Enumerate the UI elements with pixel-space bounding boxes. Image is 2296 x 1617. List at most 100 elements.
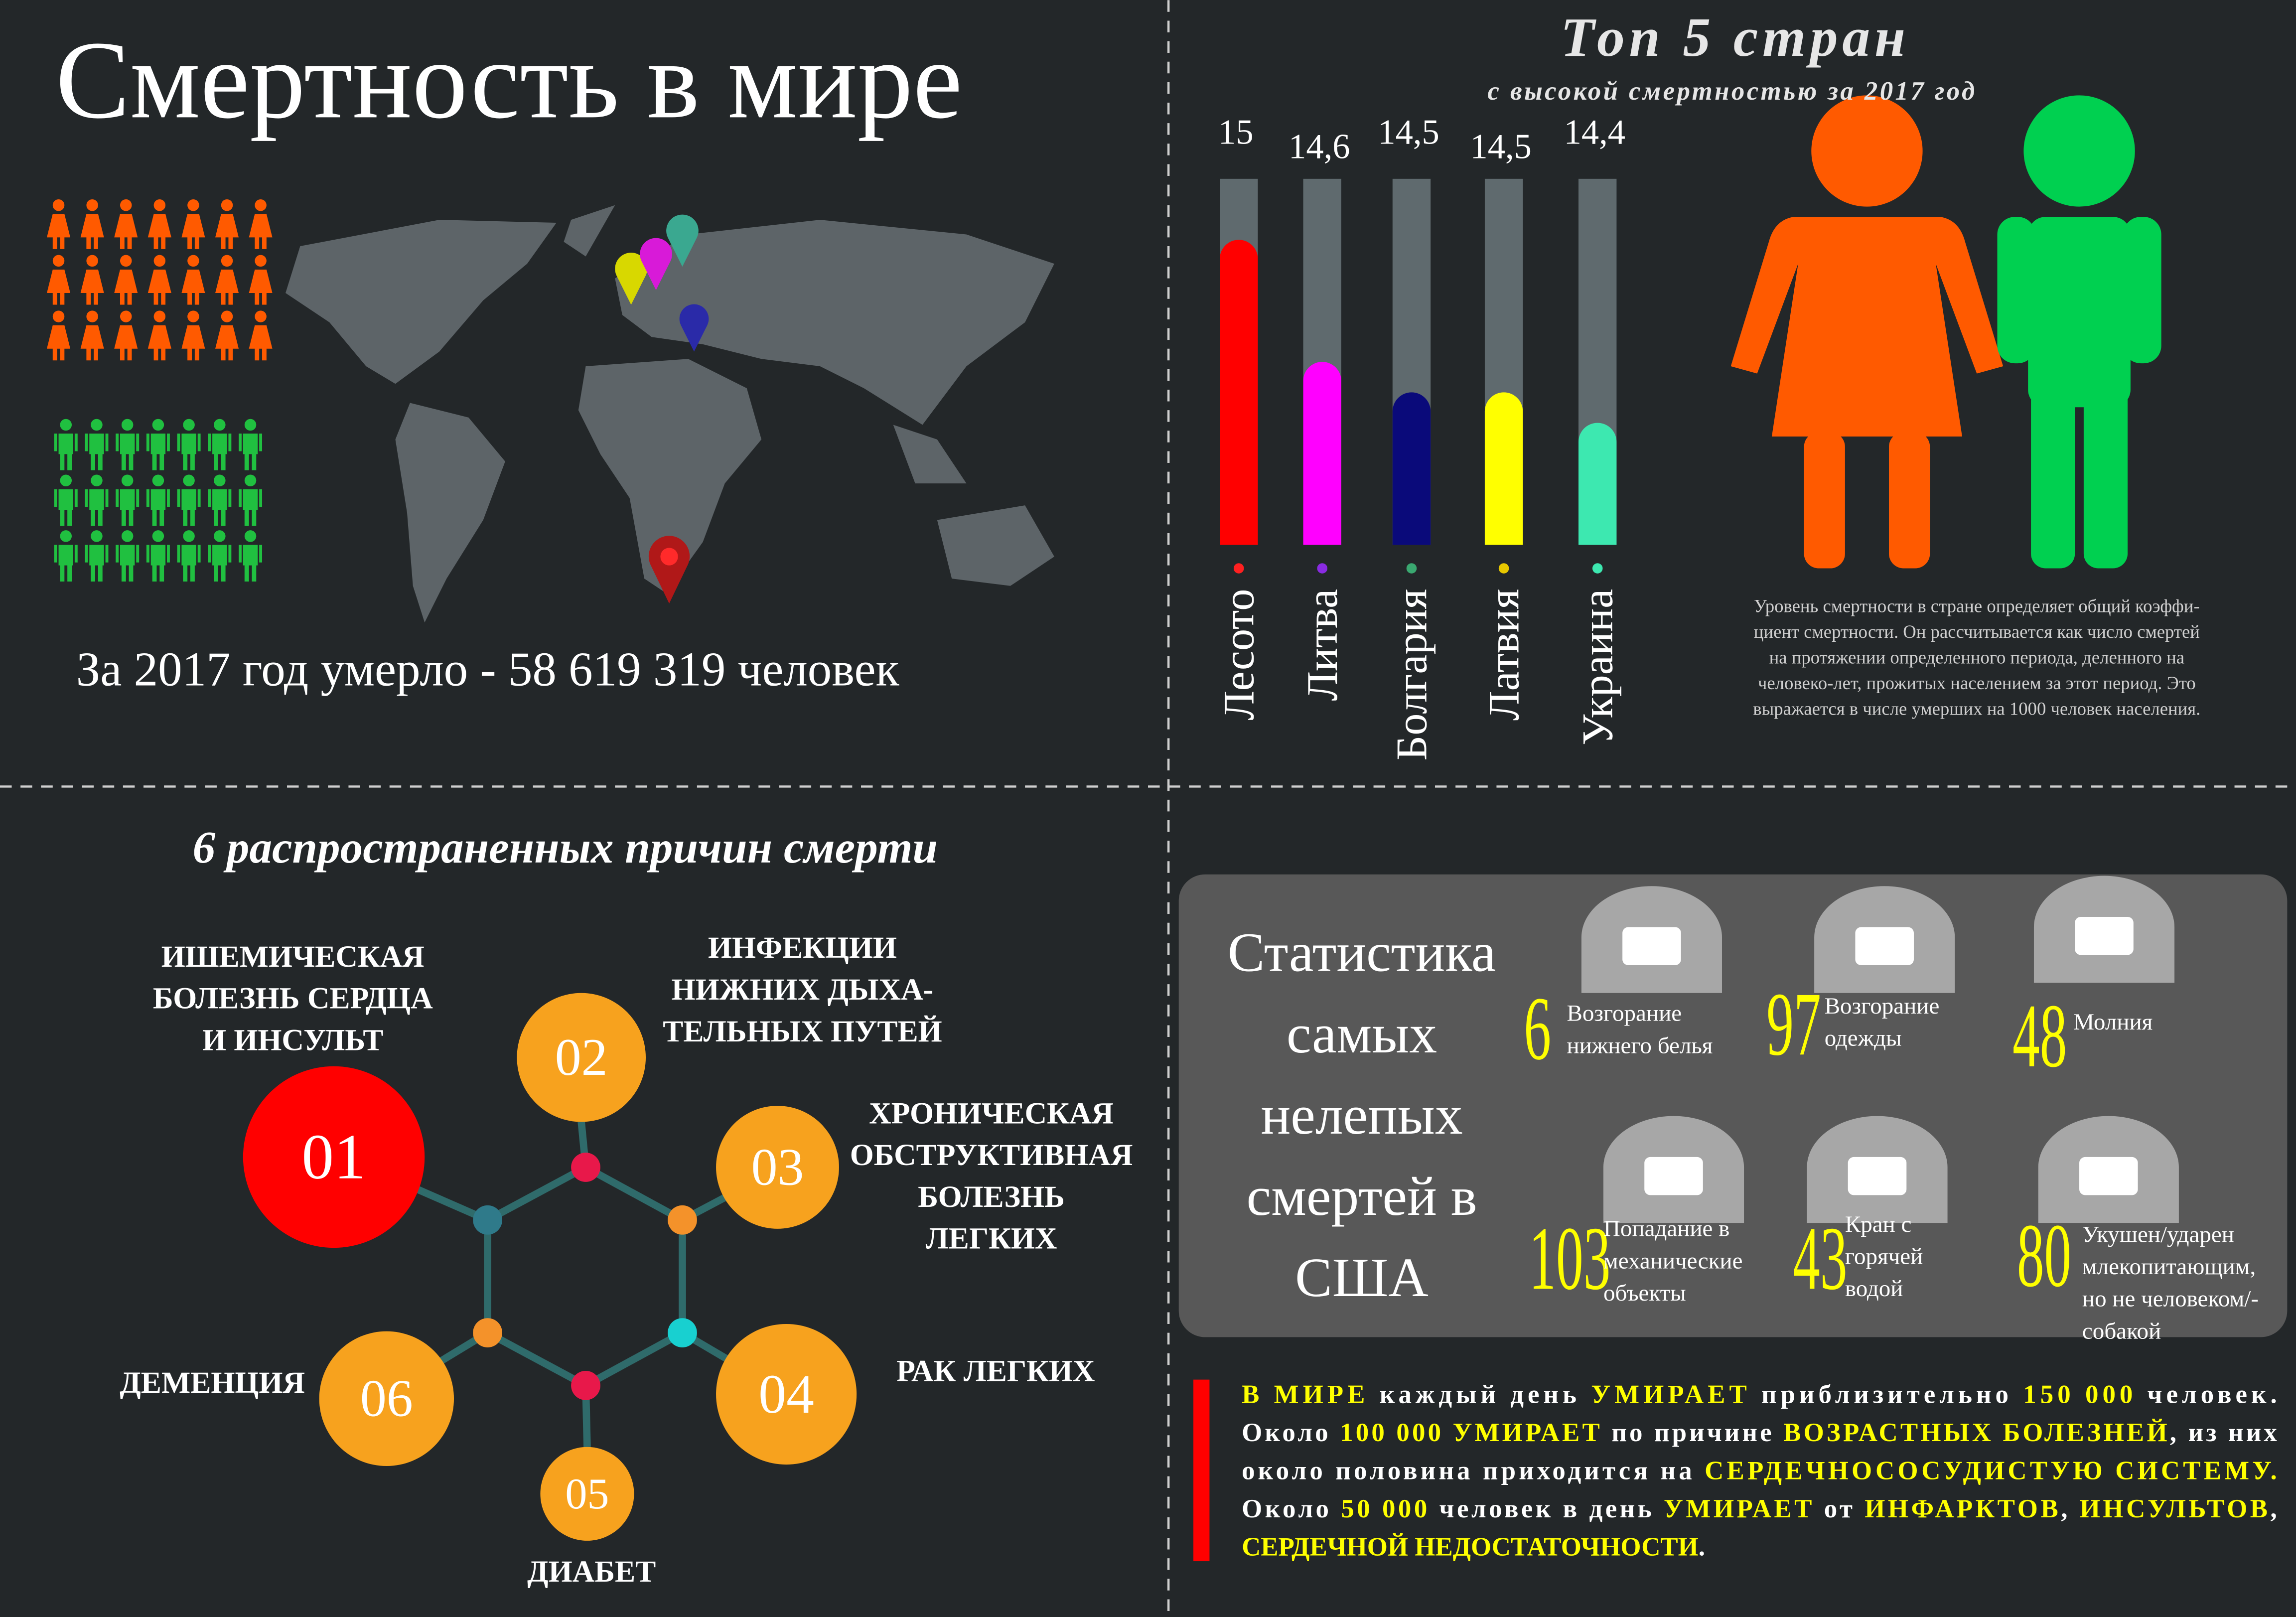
fact-segment: 50 000: [1341, 1494, 1427, 1523]
value-label: 15: [1218, 113, 1254, 151]
category-dot: [1592, 563, 1603, 574]
cause-number: 05: [565, 1470, 609, 1518]
map-pin: [648, 536, 690, 604]
man-icon: [239, 419, 263, 470]
fact-line: Около 100 000 УМИРАЕТ по причине ВОЗРАСТ…: [1242, 1418, 2277, 1447]
usa-label: Возгорание: [1825, 993, 1940, 1019]
cause-label: ТЕЛЬНЫХ ПУТЕЙ: [663, 1015, 942, 1048]
pictograms: [47, 199, 273, 582]
map-pin: [640, 238, 672, 291]
bar: [1484, 392, 1523, 545]
usa-title-line: самых: [1287, 1003, 1437, 1065]
tombstone-icon: [1644, 1157, 1703, 1195]
tombstone-icon: [1848, 1157, 1907, 1195]
usa-panel: [1178, 874, 2288, 1337]
woman-icon: [181, 310, 205, 361]
woman-icon: [181, 255, 205, 305]
bar: [1392, 392, 1431, 545]
map-pin: [666, 214, 699, 267]
usa-number: 80: [2017, 1205, 2071, 1306]
woman-icon: [80, 310, 104, 361]
tombstone-icon: [2075, 916, 2134, 955]
fact-segment: 150 000: [2023, 1380, 2133, 1409]
cause-label: ДИАБЕТ: [527, 1555, 656, 1589]
fact-segment: ИНФАРКТОВ: [1865, 1494, 2058, 1523]
woman-icon: [215, 199, 239, 249]
map-pin: [615, 252, 647, 305]
tombstone-icon: [2079, 1157, 2138, 1195]
fact-segment: .: [1699, 1532, 1705, 1561]
woman-icon: [114, 255, 138, 305]
category-dot: [1498, 563, 1509, 574]
chart-title: Топ 5 стран: [1561, 6, 1910, 68]
world-deaths: За 2017 год умерло - 58 619 319 человек: [76, 643, 900, 696]
fact-segment: ИНСУЛЬТОВ: [2080, 1494, 2268, 1523]
woman-icon: [147, 255, 171, 305]
usa-label: Возгорание: [1567, 1001, 1682, 1027]
woman-icon: [47, 255, 71, 305]
cause-number: 02: [555, 1028, 608, 1086]
cause-label: ИНФЕКЦИИ: [708, 931, 897, 965]
category-label: Литва: [1298, 589, 1347, 701]
cause-label: ДЕМЕНЦИЯ: [120, 1366, 305, 1400]
man-icon: [54, 530, 78, 582]
woman-icon: [80, 255, 104, 305]
fact-line: СЕРДЕЧНОЙ НЕДОСТАТОЧНОСТИ.: [1242, 1532, 1705, 1561]
cause-number: 01: [301, 1121, 366, 1192]
cause-label: ХРОНИЧЕСКАЯ: [869, 1096, 1114, 1130]
fact-segment: УМИРАЕТ: [1591, 1380, 1746, 1409]
fact-segment: ВОЗРАСТНЫХ БОЛЕЗНЕЙ: [1783, 1418, 2167, 1447]
usa-label: Молния: [2073, 1009, 2152, 1035]
map-pins: [615, 214, 709, 604]
woman-icon: [80, 199, 104, 249]
value-label: 14,6: [1289, 128, 1350, 166]
cause-label: ОБСТРУКТИВНАЯ: [850, 1138, 1133, 1172]
usa-label: объекты: [1603, 1280, 1686, 1306]
man-figure: [1997, 95, 2161, 569]
woman-icon: [47, 199, 71, 249]
man-icon: [208, 419, 232, 470]
cause-label: НИЖНИХ ДЫХА-: [672, 973, 934, 1007]
man-icon: [208, 530, 232, 582]
usa-label: млекопитающим,: [2082, 1254, 2256, 1280]
usa-label: механические: [1603, 1248, 1743, 1274]
category-dot: [1317, 563, 1327, 574]
cause-circle: [716, 1323, 857, 1465]
cause-label: И ИНСУЛЬТ: [202, 1023, 384, 1057]
tombstone-icon: [1855, 927, 1914, 965]
usa-label: горячей: [1845, 1243, 1923, 1269]
cause-circle: [517, 993, 646, 1122]
woman-icon: [249, 199, 273, 249]
man-icon: [146, 474, 170, 526]
man-icon: [146, 419, 170, 470]
bar: [1303, 362, 1341, 545]
woman-icon: [215, 255, 239, 305]
category-label: Болгария: [1387, 589, 1436, 761]
usa-title-line: Статистика: [1228, 922, 1496, 984]
fact-segment: , из них: [2170, 1418, 2278, 1447]
usa-number: 103: [1529, 1208, 1610, 1309]
cause-label: ЛЕГКИХ: [926, 1222, 1057, 1256]
man-icon: [239, 474, 263, 526]
usa-title-line: нелепых: [1261, 1084, 1462, 1146]
woman-icon: [114, 310, 138, 361]
cause-label: ИШЕМИЧЕСКАЯ: [161, 940, 425, 974]
fact-segment: человек.: [2137, 1380, 2277, 1409]
map-pin: [679, 304, 709, 352]
fact-segment: 100 000 УМИРАЕТ: [1340, 1418, 1600, 1447]
network-nodes: [473, 1153, 697, 1400]
cause-label: БОЛЕЗНЬ СЕРДЦА: [153, 982, 433, 1016]
explanation-line: выражается в числе умерших на 1000 челов…: [1753, 698, 2200, 719]
usa-title-line: США: [1295, 1247, 1429, 1309]
category-dot: [1233, 563, 1244, 574]
usa-number: 48: [2012, 986, 2067, 1086]
woman-figure: [1730, 95, 2004, 569]
category-label: Украина: [1574, 589, 1622, 745]
accent-bar: [1193, 1379, 1210, 1562]
cause-number: 03: [751, 1138, 804, 1196]
woman-icon: [249, 255, 273, 305]
category-label: Лесото: [1215, 589, 1264, 721]
cause-number: 04: [758, 1363, 814, 1425]
fact-segment: Около: [1242, 1418, 1337, 1447]
